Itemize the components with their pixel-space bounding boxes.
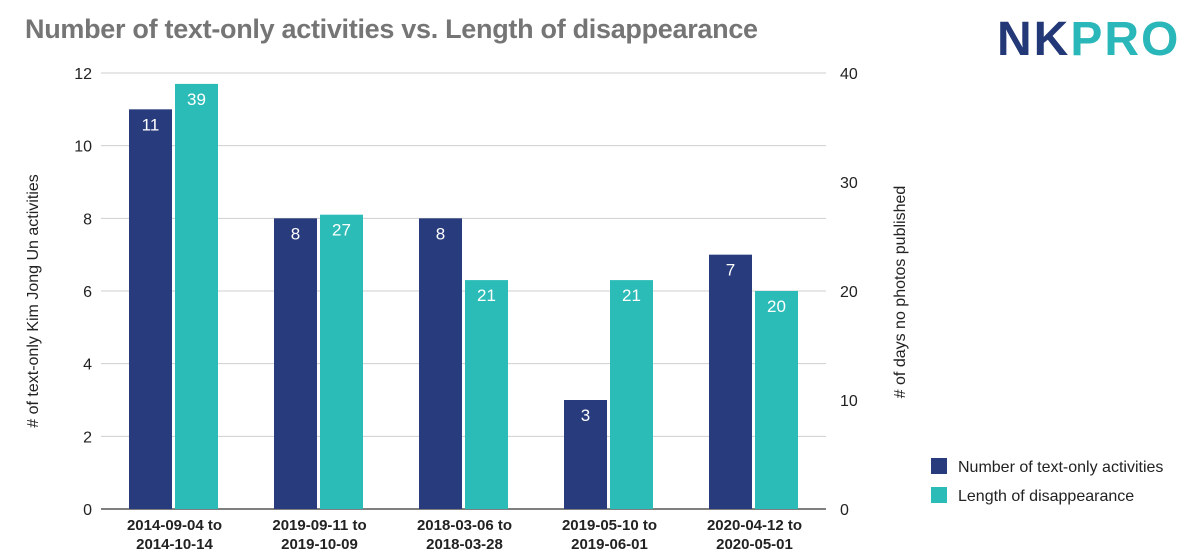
- bar-text-only-activities: [709, 254, 752, 509]
- data-label: 21: [477, 286, 496, 305]
- category-label: 2018-03-28: [426, 536, 503, 553]
- right-axis-title: # of days no photos published: [892, 186, 909, 399]
- bar-text-only-activities: [274, 218, 317, 510]
- right-axis-tick-label: 20: [840, 284, 858, 301]
- bar-length-of-disappearance: [465, 280, 508, 509]
- data-label: 11: [142, 115, 160, 134]
- bar-length-of-disappearance: [755, 291, 798, 509]
- left-axis-tick-label: 4: [83, 357, 92, 374]
- category-label: 2020-04-12 to: [707, 517, 802, 534]
- legend-label: Length of disappearance: [958, 488, 1134, 505]
- category-label: 2020-05-01: [716, 536, 793, 553]
- left-axis-tick-label: 0: [83, 502, 92, 519]
- left-axis-tick-label: 12: [74, 66, 92, 83]
- category-label: 2019-06-01: [571, 536, 648, 553]
- legend-label: Number of text-only activities: [958, 459, 1163, 476]
- category-label: 2018-03-06 to: [417, 517, 512, 534]
- data-label: 7: [726, 261, 735, 280]
- data-label: 3: [581, 406, 590, 425]
- data-label: 21: [622, 286, 641, 305]
- bar-length-of-disappearance: [610, 280, 653, 509]
- data-label: 8: [291, 224, 300, 243]
- legend-swatch: [931, 487, 947, 503]
- category-label: 2019-05-10 to: [562, 517, 657, 534]
- left-axis-tick-label: 8: [83, 211, 92, 228]
- nkpro-logo: NKPRO: [997, 14, 1180, 66]
- bar-text-only-activities: [419, 218, 462, 510]
- bar-text-only-activities: [564, 400, 607, 509]
- left-axis-tick-label: 6: [83, 284, 92, 301]
- data-label: 8: [436, 224, 445, 243]
- bar-length-of-disappearance: [175, 83, 218, 510]
- logo-nk: NK: [997, 13, 1071, 66]
- bar-text-only-activities: [129, 109, 172, 509]
- data-label: 39: [187, 90, 206, 109]
- logo-pro: PRO: [1070, 13, 1181, 66]
- category-label: 2014-10-14: [136, 536, 213, 553]
- right-axis-tick-label: 40: [840, 66, 858, 83]
- legend-swatch: [931, 458, 947, 474]
- category-label: 2014-09-04 to: [127, 517, 222, 534]
- right-axis-tick-label: 0: [840, 502, 849, 519]
- category-label: 2019-09-11 to: [272, 517, 366, 534]
- data-label: 27: [332, 221, 351, 240]
- bar-length-of-disappearance: [320, 214, 363, 509]
- chart-title: Number of text-only activities vs. Lengt…: [25, 14, 758, 44]
- category-label: 2019-10-09: [281, 536, 358, 553]
- data-label: 20: [767, 297, 786, 316]
- left-axis-tick-label: 10: [74, 139, 92, 156]
- right-axis-tick-label: 30: [840, 175, 858, 192]
- right-axis-tick-label: 10: [840, 393, 858, 410]
- left-axis-tick-label: 2: [83, 429, 92, 446]
- left-axis-title: # of text-only Kim Jong Un activities: [25, 174, 42, 427]
